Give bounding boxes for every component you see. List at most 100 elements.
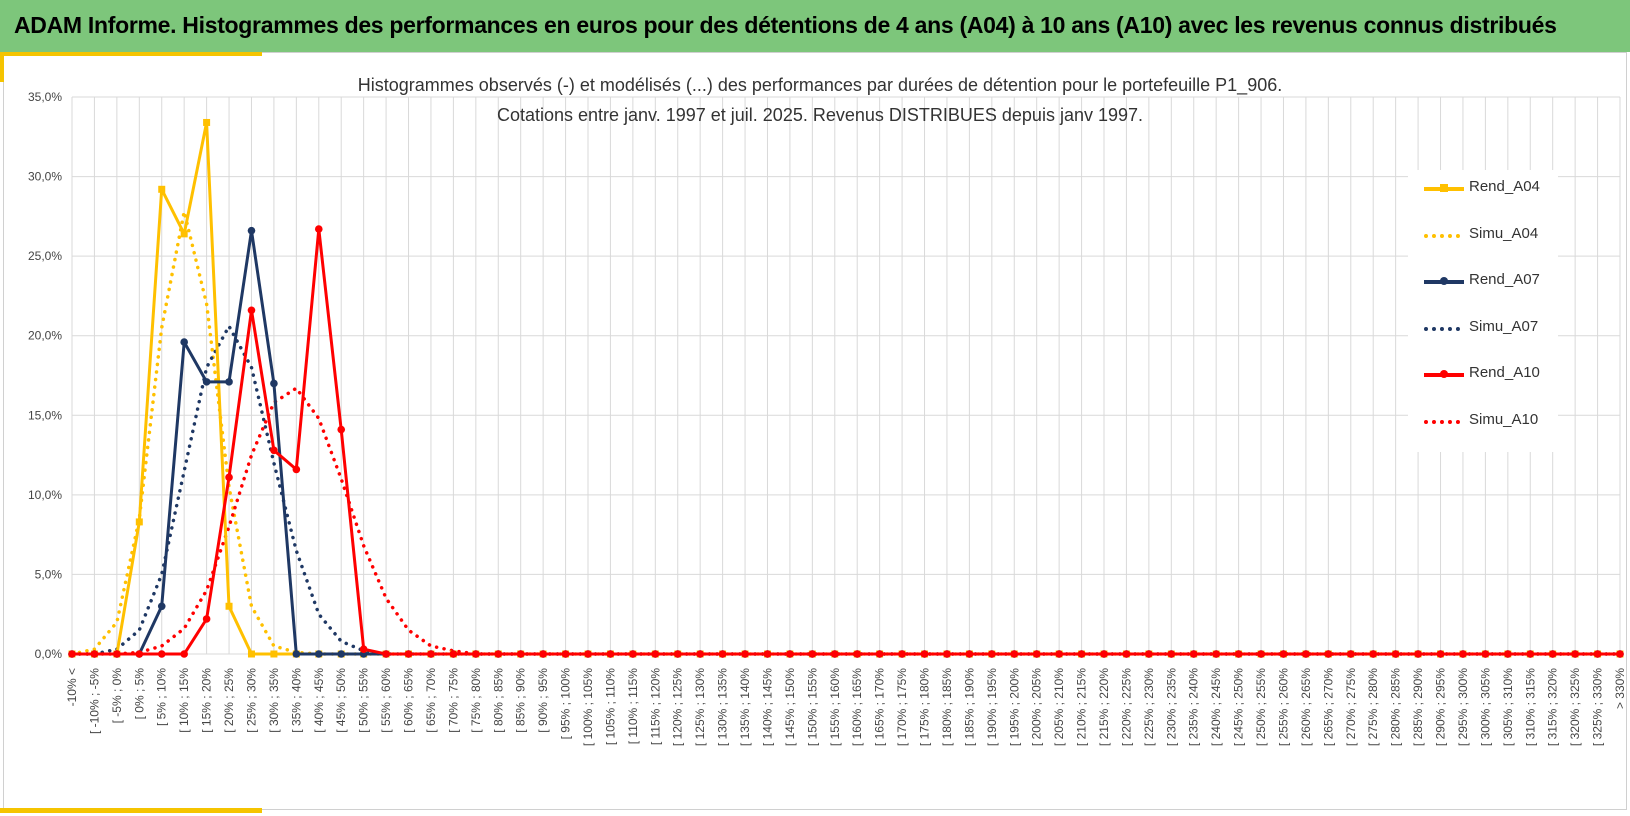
data-point bbox=[1302, 650, 1310, 658]
x-tick-label: [ 235% ; 240% bbox=[1187, 668, 1201, 746]
data-point bbox=[1616, 650, 1624, 658]
x-tick-label: [ 250% ; 255% bbox=[1254, 668, 1268, 746]
data-point bbox=[68, 650, 76, 658]
x-tick-label: [ 55% ; 60% bbox=[379, 668, 393, 733]
x-tick-label: [ 5% ; 10% bbox=[155, 668, 169, 726]
data-point bbox=[629, 650, 637, 658]
x-tick-label: [ 295% ; 300% bbox=[1456, 668, 1470, 746]
data-point bbox=[1391, 650, 1400, 658]
data-point bbox=[427, 650, 435, 658]
chart-title-line-2: Cotations entre janv. 1997 et juil. 2025… bbox=[496, 105, 1144, 125]
data-point bbox=[539, 650, 547, 658]
x-tick-label: [ 280% ; 285% bbox=[1389, 668, 1403, 746]
series-line-simu_a04 bbox=[70, 209, 1622, 656]
x-tick-label: > 330% bbox=[1613, 668, 1627, 709]
y-tick-label: 30,0% bbox=[28, 170, 62, 184]
x-tick-label: [ 145% ; 150% bbox=[783, 668, 797, 746]
data-point bbox=[113, 650, 121, 658]
data-point bbox=[1077, 650, 1086, 658]
x-tick-label: [ 205% ; 210% bbox=[1052, 668, 1066, 746]
legend-label: Simu_A10 bbox=[1469, 410, 1539, 428]
legend-label: Rend_A04 bbox=[1469, 178, 1540, 195]
series-line-rend_a10 bbox=[70, 227, 1622, 656]
data-point bbox=[314, 225, 323, 233]
data-point bbox=[1324, 650, 1333, 658]
x-tick-label: [ 240% ; 245% bbox=[1209, 668, 1223, 746]
x-tick-label: [ 40% ; 45% bbox=[312, 668, 326, 733]
series-line-rend_a07 bbox=[70, 229, 1622, 656]
x-tick-label: [ 270% ; 275% bbox=[1344, 668, 1358, 746]
data-point bbox=[90, 650, 99, 658]
x-tick-label: [ 185% ; 190% bbox=[962, 668, 976, 746]
x-tick-label: [ 305% ; 310% bbox=[1501, 668, 1515, 746]
chart-title-line-1: Histogrammes observés (-) et modélisés (… bbox=[357, 75, 1283, 95]
legend-swatch bbox=[1424, 419, 1460, 424]
y-tick-label: 10,0% bbox=[28, 488, 62, 502]
data-point bbox=[337, 425, 346, 434]
legend-swatch bbox=[1424, 326, 1460, 331]
data-point bbox=[875, 650, 884, 658]
data-point bbox=[225, 473, 233, 482]
data-point bbox=[763, 650, 772, 658]
x-tick-label: [ 300% ; 305% bbox=[1478, 668, 1492, 746]
legend-marker bbox=[1440, 184, 1448, 192]
x-tick-label: [ 275% ; 280% bbox=[1366, 668, 1380, 746]
y-tick-label: 5,0% bbox=[35, 567, 63, 581]
data-point bbox=[943, 650, 951, 658]
data-point bbox=[158, 185, 166, 193]
data-point bbox=[494, 650, 503, 658]
x-tick-label: [ 60% ; 65% bbox=[402, 668, 416, 733]
data-point bbox=[1369, 650, 1378, 658]
data-point bbox=[1571, 650, 1579, 658]
data-point bbox=[1212, 650, 1220, 658]
data-point bbox=[1548, 650, 1557, 658]
x-tick-label: [ 310% ; 315% bbox=[1523, 668, 1537, 746]
data-point bbox=[673, 650, 682, 658]
x-tick-label: [ 220% ; 225% bbox=[1119, 668, 1133, 746]
x-tick-label: [ 70% ; 75% bbox=[446, 668, 460, 733]
x-tick-label: [ 325% ; 330% bbox=[1591, 668, 1605, 746]
header-banner: ADAM Informe. Histogrammes des performan… bbox=[0, 0, 1630, 52]
data-point bbox=[718, 650, 727, 658]
data-point bbox=[247, 226, 256, 235]
data-point bbox=[965, 650, 974, 658]
data-point bbox=[808, 650, 817, 658]
data-point bbox=[382, 650, 390, 658]
x-tick-label: [ 320% ; 325% bbox=[1568, 668, 1582, 746]
x-tick-label: [ 225% ; 230% bbox=[1142, 668, 1156, 746]
x-tick-label: [ 150% ; 155% bbox=[805, 668, 819, 746]
data-point bbox=[516, 650, 525, 658]
data-point bbox=[1010, 650, 1019, 658]
accent-bar-bottom bbox=[0, 808, 262, 813]
x-tick-label: [ 195% ; 200% bbox=[1007, 668, 1021, 746]
data-point bbox=[337, 650, 346, 658]
series-line-simu_a10 bbox=[70, 386, 1622, 656]
x-tick-label: [ 200% ; 205% bbox=[1030, 668, 1044, 746]
data-point bbox=[359, 645, 368, 654]
data-point bbox=[1279, 650, 1288, 658]
x-tick-label: [ 255% ; 260% bbox=[1276, 668, 1290, 746]
data-point bbox=[606, 650, 615, 658]
x-tick-label: [ 215% ; 220% bbox=[1097, 668, 1111, 746]
data-point bbox=[830, 650, 839, 658]
data-point bbox=[449, 650, 458, 658]
x-tick-label: [ 135% ; 140% bbox=[738, 668, 752, 746]
data-point bbox=[1504, 650, 1512, 658]
legend-swatch bbox=[1424, 370, 1464, 378]
x-tick-label: [ 50% ; 55% bbox=[357, 668, 371, 733]
data-point bbox=[202, 378, 211, 386]
data-point bbox=[1436, 650, 1445, 658]
x-tick-label: [ 75% ; 80% bbox=[469, 668, 483, 733]
x-tick-label: [ 285% ; 290% bbox=[1411, 668, 1425, 746]
data-point bbox=[247, 650, 255, 658]
data-point bbox=[247, 306, 256, 315]
y-tick-label: 35,0% bbox=[28, 90, 62, 104]
data-point bbox=[741, 650, 749, 658]
data-point bbox=[988, 650, 996, 658]
legend-label: Simu_A07 bbox=[1469, 317, 1539, 335]
legend-swatch bbox=[1424, 277, 1464, 285]
data-point bbox=[853, 650, 862, 658]
x-tick-label: [ 45% ; 50% bbox=[334, 668, 348, 733]
data-point bbox=[203, 118, 211, 126]
x-tick-label: [ 100% ; 105% bbox=[581, 668, 595, 746]
